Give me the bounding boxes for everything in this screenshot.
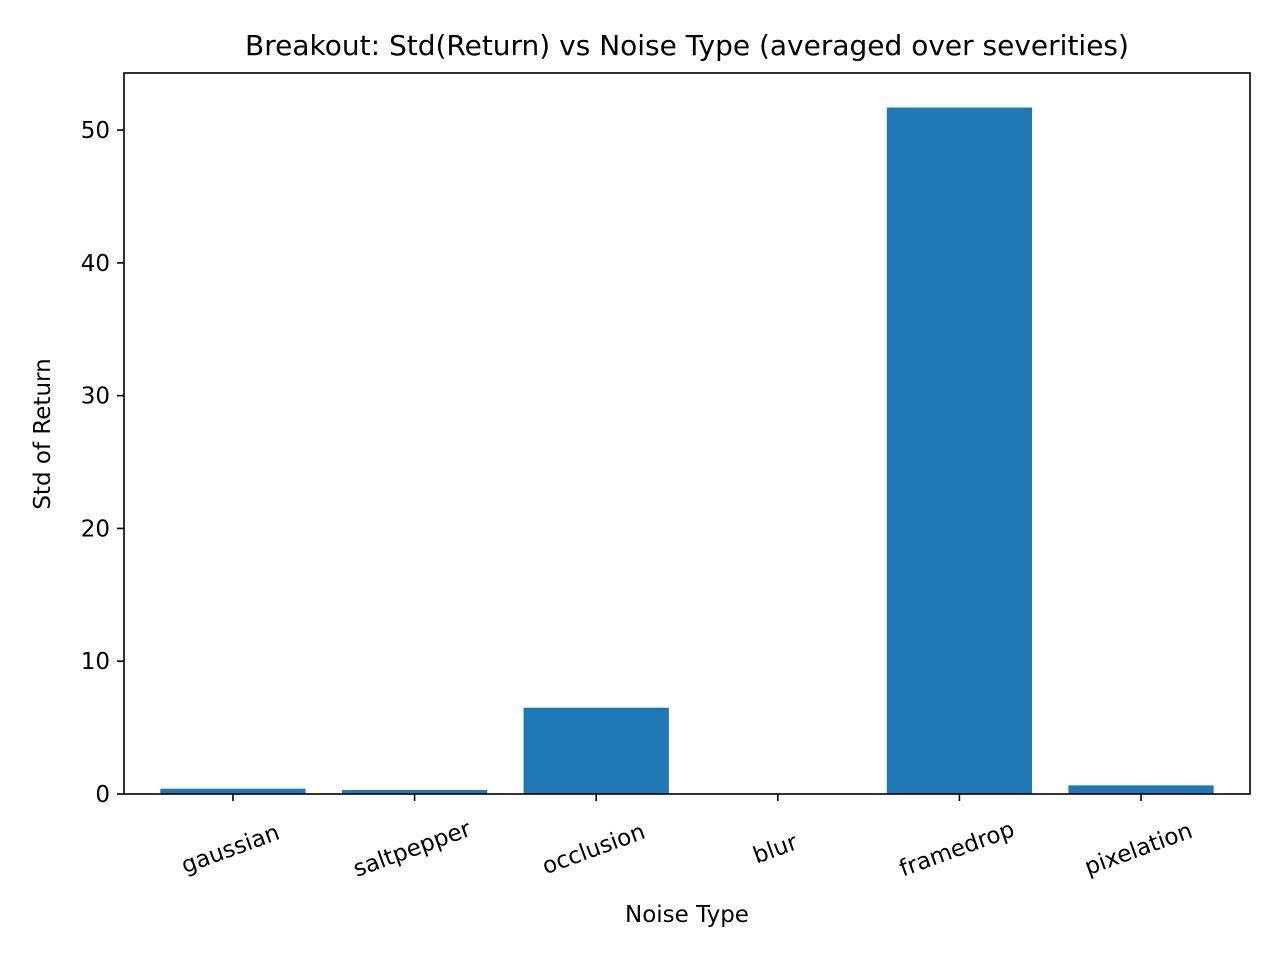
y-axis-ticks: 0 10 20 30 40 50 [81, 118, 124, 808]
x-tick-label: gaussian [178, 820, 283, 879]
x-axis-ticks: gaussian saltpepper occlusion blur framedrop… [178, 794, 1196, 883]
chart-title: Breakout: Std(Return) vs Noise Type (ave… [245, 29, 1129, 62]
bar-pixelation [1068, 785, 1214, 794]
bar-saltpepper [341, 790, 488, 794]
plot-frame [123, 72, 1251, 795]
x-tick-label: pixelation [1081, 818, 1196, 881]
y-tick-label: 20 [81, 516, 110, 542]
y-axis-title: Std of Return [30, 358, 56, 509]
y-tick-label: 10 [81, 649, 110, 675]
bar-gaussian [160, 788, 306, 794]
x-tick-label: framedrop [896, 817, 1018, 883]
bar-occlusion [523, 707, 669, 794]
y-tick-label: 0 [95, 782, 110, 808]
x-tick-label: saltpepper [350, 816, 475, 883]
x-axis-title: Noise Type [625, 902, 749, 928]
y-tick-label: 40 [81, 251, 110, 277]
x-tick-label: occlusion [539, 819, 649, 880]
bars [160, 107, 1214, 795]
x-tick-label: blur [750, 829, 802, 869]
y-tick-label: 30 [81, 384, 110, 410]
y-tick-label: 50 [81, 118, 110, 144]
bar-framedrop [886, 107, 1033, 795]
